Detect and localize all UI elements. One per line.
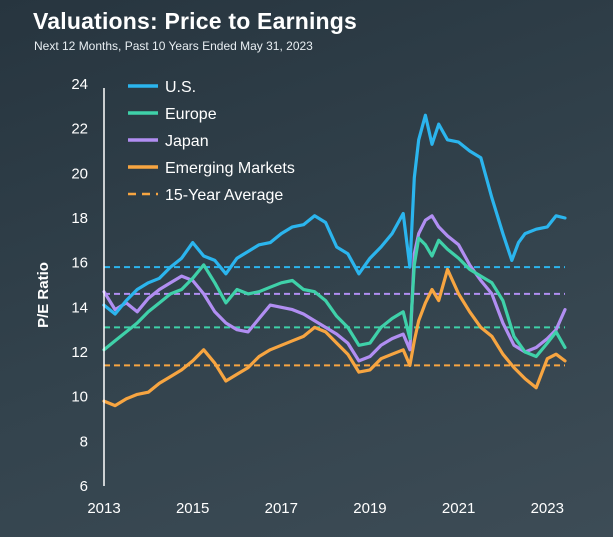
x-tick-label: 2017	[265, 500, 298, 517]
series-line-emerging-markets	[102, 267, 567, 408]
x-tick-label: 2023	[531, 500, 564, 517]
y-tick-label: 22	[71, 121, 88, 138]
legend: U.S. Europe Japan Emerging Markets 15-Year A…	[128, 79, 295, 204]
axes: 6 8 10 12 14 16 18 20 22 24 2013 2015 2017 2019 2021 20…	[35, 76, 564, 517]
y-tick-label: 10	[71, 389, 88, 406]
x-tick-label: 2021	[442, 500, 475, 517]
page-title: Valuations: Price to Earnings	[33, 8, 358, 34]
series-line-u-s	[102, 113, 567, 316]
legend-label-emerging-markets: Emerging Markets	[165, 160, 295, 177]
y-tick-label: 20	[71, 165, 88, 182]
y-tick-label: 6	[80, 478, 88, 495]
legend-label-europe: Europe	[165, 106, 217, 123]
y-tick-label: 16	[71, 255, 88, 272]
y-axis-label: P/E Ratio	[35, 262, 52, 328]
y-tick-label: 18	[71, 210, 88, 227]
y-tick-label: 24	[71, 76, 88, 93]
legend-label-japan: Japan	[165, 133, 209, 150]
x-tick-label: 2015	[176, 500, 209, 517]
y-tick-label: 14	[71, 299, 88, 316]
legend-label-15-year-average: 15-Year Average	[165, 187, 283, 204]
y-tick-label: 12	[71, 344, 88, 361]
x-tick-label: 2013	[87, 500, 120, 517]
x-tick-label: 2019	[353, 500, 386, 517]
average-lines	[104, 266, 565, 367]
series-line-japan	[102, 214, 567, 363]
page-subtitle: Next 12 Months, Past 10 Years Ended May …	[34, 39, 313, 53]
series-line-europe	[102, 236, 567, 359]
legend-label-u-s: U.S.	[165, 79, 196, 96]
y-tick-label: 8	[80, 433, 88, 450]
series-lines	[102, 113, 567, 408]
